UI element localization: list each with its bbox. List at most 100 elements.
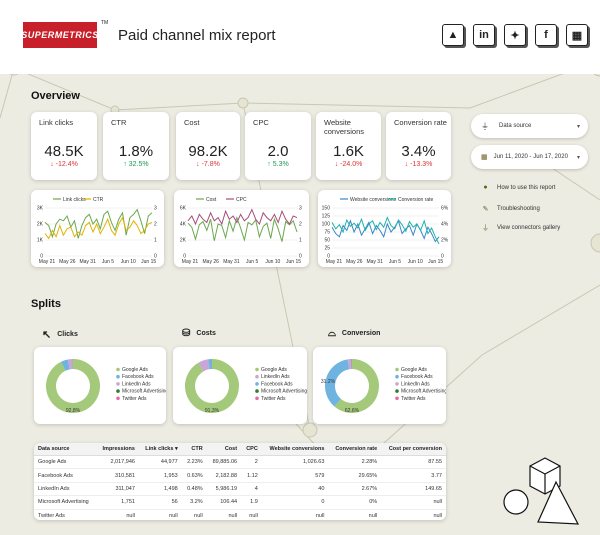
y-tick-label: 125 bbox=[322, 214, 331, 220]
y2-tick-label: 0 bbox=[441, 254, 444, 260]
series-line bbox=[187, 208, 298, 226]
column-header[interactable]: Conversion rate bbox=[328, 443, 382, 456]
legend-swatch bbox=[116, 374, 120, 379]
kpi-delta: ↑ 5.3% bbox=[267, 161, 289, 168]
coins-icon: ⛁ bbox=[182, 328, 191, 339]
kpi-label: Cost bbox=[184, 118, 200, 127]
y-tick-label: 150 bbox=[322, 206, 331, 212]
y-tick-label: 1K bbox=[37, 238, 44, 244]
table-cell: 40 bbox=[261, 482, 329, 497]
table-cell: 106.44 bbox=[206, 495, 242, 510]
y-tick-label: 0 bbox=[40, 254, 43, 260]
legend-label: Link clicks bbox=[63, 197, 86, 203]
x-tick-label: May 31 bbox=[223, 259, 240, 265]
y2-tick-label: 2% bbox=[441, 238, 449, 244]
y-tick-label: 0 bbox=[327, 254, 330, 260]
y-tick-label: 50 bbox=[324, 238, 330, 244]
table-cell: 4 bbox=[241, 482, 262, 497]
pie-slice bbox=[198, 359, 210, 372]
legend-label: Facebook Ads bbox=[261, 381, 293, 387]
column-header[interactable]: Cost per conversion bbox=[381, 443, 446, 456]
table-cell: 0.48% bbox=[181, 482, 207, 497]
column-header[interactable]: CTR bbox=[181, 443, 207, 456]
column-header[interactable]: Impressions bbox=[96, 443, 139, 456]
pie-slice bbox=[46, 359, 100, 413]
table-row: LinkedIn Ads 311,047 1,498 0.48% 5,986.19 4 40… bbox=[34, 482, 446, 497]
table-cell: 310,581 bbox=[96, 468, 139, 483]
link-troubleshooting[interactable]: ✎ Troubleshooting bbox=[481, 204, 540, 213]
kpi-card: Cost 98.2K ↓ -7.8% bbox=[176, 112, 240, 180]
twitter-icon[interactable]: ✦ bbox=[504, 24, 526, 46]
y2-tick-label: 0 bbox=[154, 254, 157, 260]
link-connectors-gallery[interactable]: ⏚ View connectors gallery bbox=[481, 223, 560, 232]
legend-label: Website conversions bbox=[350, 197, 397, 203]
cost-cpc-chart: Cost CPC 0 2K 4K 6K 0 1 2 3 May 21 May 26 May 31 Jun … bbox=[180, 197, 302, 265]
column-header[interactable]: Data source bbox=[34, 443, 97, 456]
linkedin-icon[interactable]: in bbox=[473, 24, 495, 46]
x-tick-label: May 31 bbox=[79, 259, 96, 265]
legend-label: Google Ads bbox=[261, 367, 287, 373]
chevron-down-icon: ▾ bbox=[576, 154, 580, 161]
column-header[interactable]: CPC bbox=[241, 443, 262, 456]
legend-label: Twitter Ads bbox=[122, 396, 147, 402]
data-source-selector[interactable]: ⏚ Data source ▾ bbox=[471, 114, 588, 138]
y2-tick-label: 6% bbox=[441, 206, 449, 212]
wrench-icon: ✎ bbox=[482, 205, 489, 213]
y-tick-label: 3K bbox=[37, 206, 44, 212]
table-header-row: Data source Impressions Link clicks ▾ CTR Co… bbox=[34, 443, 446, 456]
column-header[interactable]: Link clicks ▾ bbox=[138, 443, 182, 456]
data-source-label: Data source bbox=[499, 123, 532, 129]
table-cell: 2,017,946 bbox=[96, 455, 139, 470]
link-label: View connectors gallery bbox=[497, 224, 561, 231]
y2-tick-label: 2 bbox=[299, 222, 302, 228]
kpi-card: CTR 1.8% ↑ 32.5% bbox=[103, 112, 169, 180]
pie-slice bbox=[334, 359, 379, 413]
table-cell: 2.28% bbox=[328, 455, 382, 470]
legend-label: CPC bbox=[236, 197, 247, 203]
kpi-delta: ↓ -24.0% bbox=[334, 161, 363, 168]
x-tick-label: May 26 bbox=[203, 259, 220, 265]
legend-swatch bbox=[395, 389, 399, 393]
y2-tick-label: 4% bbox=[441, 222, 449, 228]
conversions-chart-card: Website conversions Conversion rate 0 25 50 7… bbox=[318, 190, 451, 267]
kpi-value: 1.6K bbox=[333, 143, 364, 160]
legend-label: LinkedIn Ads bbox=[261, 374, 290, 380]
column-header[interactable]: Cost bbox=[206, 443, 242, 456]
table-cell: null bbox=[381, 509, 446, 520]
table-row: Facebook Ads 310,581 1,953 0.63% 2,182.88 1.1… bbox=[34, 468, 446, 483]
column-header[interactable]: Website conversions bbox=[261, 443, 329, 456]
legend-label: Google Ads bbox=[401, 367, 427, 373]
series-line bbox=[187, 215, 298, 242]
table-cell: 56 bbox=[138, 495, 182, 510]
table-cell: 2.67% bbox=[328, 482, 382, 497]
facebook-icon[interactable]: f bbox=[535, 24, 557, 46]
table-cell: 1.9 bbox=[241, 495, 262, 510]
y2-tick-label: 0 bbox=[299, 254, 302, 260]
microsoft-icon[interactable]: ▦ bbox=[566, 24, 588, 46]
x-tick-label: May 31 bbox=[366, 259, 383, 265]
kpi-delta: ↓ -7.8% bbox=[196, 161, 220, 168]
table-row: Microsoft Advertising 1,751 56 3.2% 106.44 1.… bbox=[34, 495, 446, 510]
y-tick-label: 2K bbox=[180, 238, 187, 244]
y-tick-label: 100 bbox=[322, 222, 331, 228]
slice-label: 31.2% bbox=[321, 379, 336, 385]
legend-label: Cost bbox=[206, 197, 217, 203]
date-range-picker[interactable]: ▦ Jun 11, 2020 - Jun 17, 2020 ▾ bbox=[471, 145, 588, 169]
kpi-value: 48.5K bbox=[44, 143, 84, 160]
kpi-label: CTR bbox=[111, 118, 127, 127]
split-clicks-heading: ↖ Clicks bbox=[42, 328, 78, 341]
conversion-donut-card: 62.6% 31.2% Google Ads Facebook Ads LinkedIn… bbox=[313, 347, 447, 424]
table-cell: 3.77 bbox=[381, 468, 446, 483]
social-icon-bar: ▲ in ✦ f ▦ bbox=[442, 24, 588, 46]
legend-label: Microsoft Advertising bbox=[122, 389, 166, 395]
x-tick-label: Jun 15 bbox=[428, 259, 443, 265]
google-ads-icon[interactable]: ▲ bbox=[442, 24, 464, 46]
info-icon: ● bbox=[483, 184, 488, 191]
y2-tick-label: 1 bbox=[154, 238, 157, 244]
table-cell: 1,026.63 bbox=[261, 455, 329, 470]
legend-swatch bbox=[255, 389, 259, 393]
table-cell: 5,986.19 bbox=[206, 482, 242, 497]
kpi-card: Website conversions 1.6K ↓ -24.0% bbox=[316, 112, 381, 180]
link-how-to-use[interactable]: ● How to use this report bbox=[481, 183, 555, 192]
